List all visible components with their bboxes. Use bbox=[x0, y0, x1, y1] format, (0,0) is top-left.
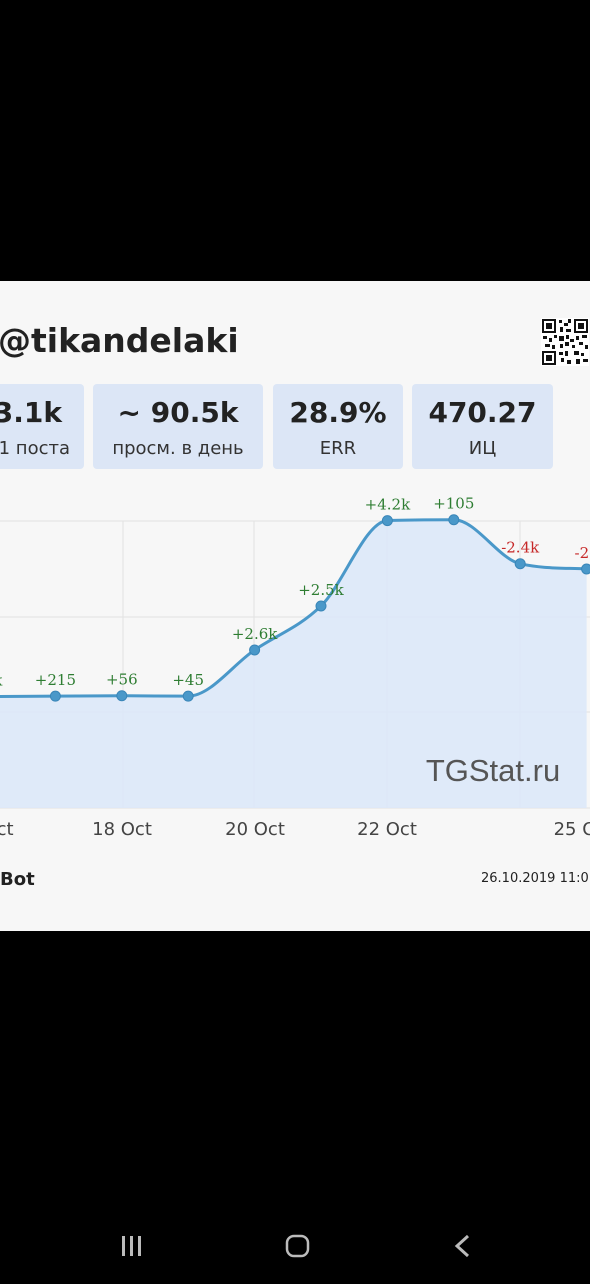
chart-x-ticks: Oct 18 Oct 20 Oct 22 Oct 25 O bbox=[0, 819, 590, 840]
stat-label: просм. в день bbox=[112, 438, 244, 459]
x-tick-label: 25 O bbox=[554, 819, 590, 840]
x-tick-label: 20 Oct bbox=[225, 819, 285, 840]
home-icon[interactable] bbox=[285, 1234, 310, 1258]
data-point-label: +2.5k bbox=[298, 581, 344, 599]
data-point bbox=[581, 563, 590, 575]
data-point bbox=[49, 690, 61, 702]
data-point bbox=[514, 558, 526, 570]
data-point-label: +105 bbox=[433, 495, 474, 513]
data-point-label: 3k bbox=[0, 672, 3, 690]
channel-stats-card: @tikandelaki 3.1k 1 поста ~ 90.5k просм.… bbox=[0, 281, 590, 931]
data-point bbox=[315, 600, 327, 612]
channel-name[interactable]: @tikandelaki bbox=[0, 321, 239, 360]
data-point bbox=[116, 690, 128, 702]
stat-value: 28.9% bbox=[289, 396, 387, 429]
data-point-label: +45 bbox=[172, 671, 204, 689]
back-icon[interactable] bbox=[454, 1234, 470, 1258]
stat-label: ИЦ bbox=[468, 438, 497, 459]
data-point bbox=[249, 644, 261, 656]
stat-daily-views: ~ 90.5k просм. в день bbox=[93, 384, 263, 469]
stat-label: 1 поста bbox=[0, 438, 70, 459]
data-point-label: +2.6k bbox=[232, 625, 278, 643]
footer-bot-label: Bot bbox=[0, 869, 35, 890]
qr-code-icon[interactable] bbox=[541, 318, 589, 366]
chart-points bbox=[49, 514, 590, 702]
chart-watermark: TGStat.ru bbox=[426, 753, 560, 788]
chart-area bbox=[0, 519, 587, 808]
data-point bbox=[381, 515, 393, 527]
stat-err: 28.9% ERR bbox=[273, 384, 403, 469]
stat-value: 3.1k bbox=[0, 396, 62, 429]
stat-posts: 3.1k 1 поста bbox=[0, 384, 84, 469]
data-point-label: -2.4k bbox=[501, 539, 540, 557]
data-point-label: -25 bbox=[575, 544, 590, 562]
x-tick-label: Oct bbox=[0, 819, 14, 840]
data-point-label: +56 bbox=[106, 671, 138, 689]
chart-line bbox=[0, 518, 587, 699]
x-tick-label: 22 Oct bbox=[357, 819, 417, 840]
data-point bbox=[448, 514, 460, 526]
android-navigation-bar bbox=[0, 1205, 590, 1280]
data-point-label: +215 bbox=[35, 671, 76, 689]
chart-point-labels: 3k +215 +56 +45 +2.6k +2.5k +4.2k +105 -2.4k -25 bbox=[0, 495, 590, 690]
stat-value: 470.27 bbox=[428, 396, 537, 429]
stat-label: ERR bbox=[319, 438, 357, 459]
stat-citation-index: 470.27 ИЦ bbox=[412, 384, 553, 469]
footer-timestamp: 26.10.2019 11:0 bbox=[481, 871, 589, 886]
stat-value: ~ 90.5k bbox=[117, 396, 239, 429]
recent-apps-icon[interactable] bbox=[122, 1236, 141, 1256]
data-point bbox=[182, 690, 194, 702]
x-tick-label: 18 Oct bbox=[92, 819, 152, 840]
data-point-label: +4.2k bbox=[365, 496, 411, 514]
subscribers-chart: 3k+215+56+45+2.6k+2.5k+4.2k+105-2.4k-25 … bbox=[0, 495, 590, 840]
